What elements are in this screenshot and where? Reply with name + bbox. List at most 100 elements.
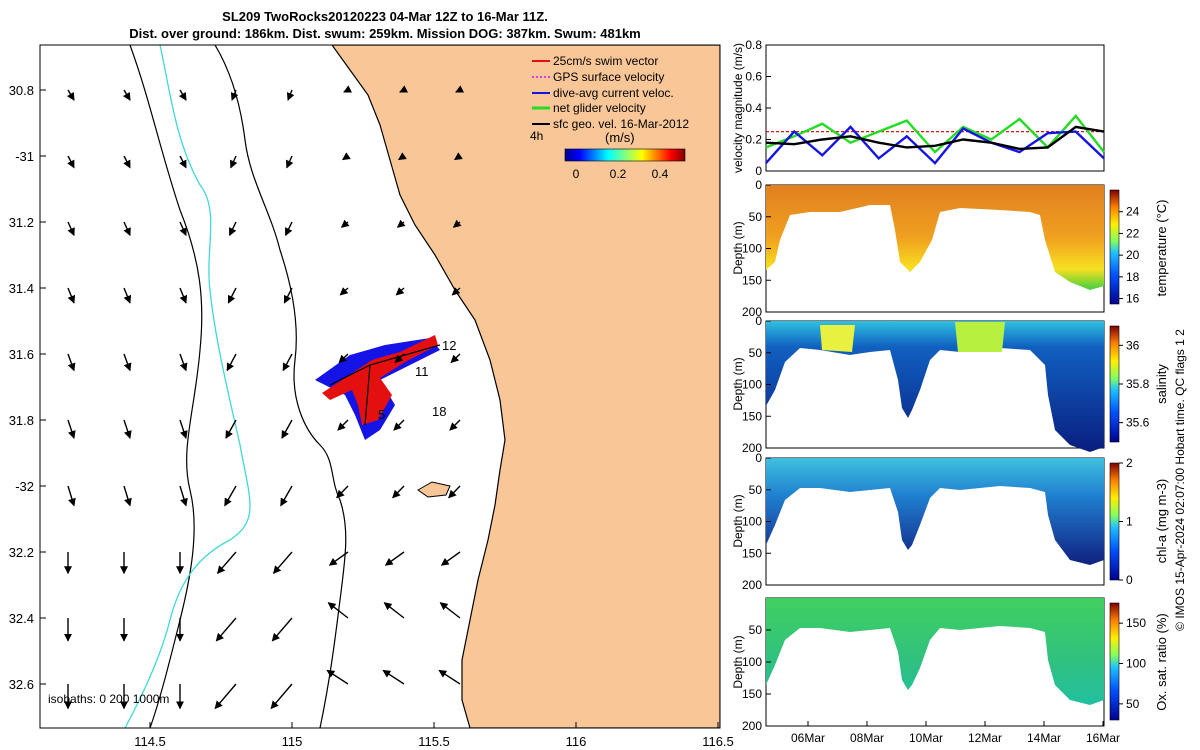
- map-ytick-label: 31.4: [9, 281, 34, 296]
- map-y-ticks: 30.8 -31 31.2 31.4 31.6 31.8 -32 32.2 32.4 32.6: [9, 83, 46, 692]
- velocity-arrow: [228, 221, 237, 237]
- velocity-arrow: [67, 419, 76, 439]
- chla-y-tick-label: 200: [742, 578, 762, 592]
- velocity-arrow: [392, 485, 405, 499]
- temperature-colorbar-tick-label: 18: [1126, 270, 1140, 284]
- salinity-high-patch-2: [955, 322, 1005, 352]
- temperature-y-tick-label: 150: [742, 273, 762, 287]
- salinity-y-tick-label: 0: [755, 314, 762, 328]
- track-label-5: 5: [378, 407, 385, 422]
- oxygen-y-tick-label: 200: [742, 719, 762, 733]
- velocity-arrow: [227, 287, 237, 304]
- temperature-y-tick-label: 0: [755, 178, 762, 192]
- salinity-y-tick-label: 50: [749, 346, 763, 360]
- temperature-colorbar: [1109, 189, 1120, 305]
- chla-clabel: chl-a (mg m-3): [1154, 479, 1169, 564]
- salinity-colorbar-tick-label: 36: [1126, 338, 1140, 352]
- colorbar-tick-0.2: 0.2: [610, 167, 627, 181]
- map-xtick-label: 116: [566, 734, 587, 749]
- velocity-arrow: [284, 221, 293, 237]
- title-line-1: SL209 TwoRocks20120223 04-Mar 12Z to 16-…: [222, 9, 548, 24]
- salinity-field: [766, 321, 1104, 452]
- velocity-arrow: [216, 551, 237, 574]
- temperature-y-tick-label: 50: [749, 210, 763, 224]
- title-line-2: Dist. over ground: 186km. Dist. swum: 25…: [129, 26, 641, 41]
- legend-net-glider-velocity: net glider velocity: [553, 101, 646, 115]
- map-ytick-label: 32.2: [9, 545, 34, 560]
- chla-colorbar-tick-label: 2: [1126, 456, 1133, 470]
- temperature-colorbar-tick-label: 24: [1126, 205, 1140, 219]
- velocity-arrow: [339, 287, 349, 296]
- velocity-arrow: [123, 155, 131, 169]
- velocity-arrow: [286, 155, 294, 169]
- velocity-arrow: [395, 287, 405, 296]
- temperature-colorbar-tick-label: 22: [1126, 226, 1140, 240]
- velocity-arrow: [337, 419, 349, 431]
- velocity-arrow: [230, 89, 239, 101]
- chla-ylabel: Depth (m): [731, 494, 745, 547]
- velocity-tick-label: 0: [755, 164, 762, 178]
- credit-text: © IMOS 15-Apr-2024 02:07:00 Hobart time.…: [1173, 329, 1187, 631]
- salinity-y-tick-label: 150: [742, 409, 762, 423]
- velocity-arrow: [123, 287, 132, 304]
- oxygen-colorbar: [1109, 602, 1120, 721]
- salinity-y-ticks: 0 50 100 150 200: [742, 314, 771, 455]
- chla-y-ticks: 0 50 100 150 200: [742, 451, 771, 592]
- map-ytick-label: 32.4: [9, 611, 34, 626]
- time-tick-label: 06Mar: [791, 731, 825, 745]
- velocity-arrow: [399, 85, 409, 93]
- oxygen-colorbar-tick-label: 50: [1126, 697, 1140, 711]
- velocity-arrow: [440, 551, 461, 566]
- track-line: [329, 344, 441, 426]
- velocity-arrow: [67, 353, 76, 372]
- salinity-y-tick-label: 100: [742, 378, 762, 392]
- legend-sfc-geo-velocity: sfc geo. vel. 16-Mar-2012: [553, 117, 689, 131]
- velocity-arrow: [338, 353, 349, 364]
- map-ytick-label: 31.6: [9, 347, 34, 362]
- temperature-colorbar-tick-label: 16: [1126, 292, 1140, 306]
- velocity-arrow: [215, 617, 237, 642]
- salinity-colorbar: [1109, 325, 1120, 443]
- map-legend: 25cm/s swim vector GPS surface velocity …: [532, 54, 689, 131]
- map-ytick-label: 30.8: [9, 83, 34, 98]
- track-label-12: 12: [442, 338, 456, 353]
- map-x-ticks: 114.5 115 115.5 116 116.5: [134, 722, 734, 749]
- chla-y-tick-label: 50: [749, 483, 763, 497]
- chla-colorbar: [1109, 462, 1120, 581]
- chla-colorbar-tick-label: 1: [1126, 515, 1133, 529]
- velocity-arrow: [230, 155, 238, 169]
- velocity-arrow: [179, 353, 188, 372]
- oxygen-y-tick-label: 50: [749, 623, 763, 637]
- velocity-arrow: [286, 89, 295, 101]
- velocity-arrow: [67, 485, 76, 507]
- temperature-y-tick-label: 100: [742, 242, 762, 256]
- chla-y-tick-label: 100: [742, 515, 762, 529]
- velocity-arrow: [438, 669, 461, 685]
- map-ytick-label: -31: [15, 149, 34, 164]
- velocity-panel: 0 0.2 0.4 0.6 0.8 velocity magnitude (m/s): [731, 38, 1105, 178]
- velocity-arrow: [328, 551, 349, 566]
- track-label-18: 18: [432, 404, 446, 419]
- time-tick-label: 14Mar: [1027, 731, 1061, 745]
- velocity-arrow: [122, 89, 131, 101]
- map-xtick-label: 116.5: [702, 734, 734, 749]
- velocity-arrow: [394, 353, 405, 364]
- salinity-ylabel: Depth (m): [731, 357, 745, 410]
- velocity-series-dive-avg-current: [765, 125, 1105, 165]
- velocity-arrow: [67, 221, 75, 237]
- map-ytick-label: -32: [15, 479, 34, 494]
- oxygen-colorbar-tick-label: 150: [1126, 616, 1146, 630]
- oxygen-ylabel: Depth (m): [731, 635, 745, 688]
- velocity-arrow: [451, 287, 461, 296]
- velocity-arrow: [283, 287, 293, 304]
- isobath-1000: [124, 45, 251, 728]
- map-xtick-label: 114.5: [134, 734, 166, 749]
- velocity-arrow: [384, 551, 405, 566]
- velocity-arrow: [449, 419, 461, 431]
- velocity-arrow: [448, 485, 461, 499]
- legend-dive-avg-current: dive-avg current veloc.: [553, 86, 674, 100]
- map-ytick-label: 32.6: [9, 677, 34, 692]
- velocity-arrow: [341, 152, 351, 161]
- velocity-arrow: [343, 85, 353, 93]
